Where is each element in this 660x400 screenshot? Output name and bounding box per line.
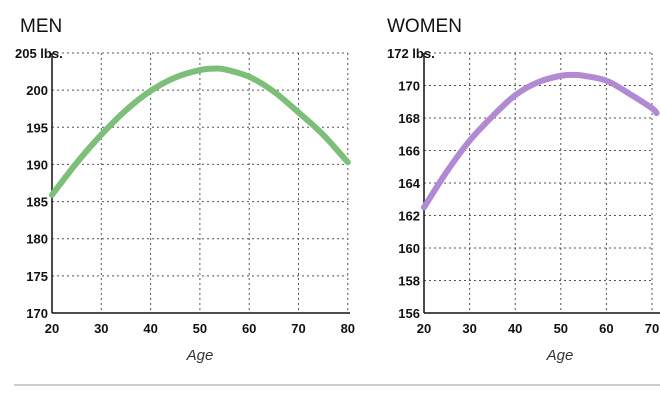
men-y-tick-label: 190	[26, 157, 48, 172]
women-y-tick-label: 170	[398, 79, 420, 94]
women-weight-curve	[421, 71, 660, 211]
women-y-tick-label: 158	[398, 274, 420, 289]
women-y-tick-label: 168	[398, 111, 420, 126]
women-y-tick-label: 160	[398, 241, 420, 256]
men-y-tick-label: 185	[26, 195, 48, 210]
women-panel: WOMEN 172 lbs. 170 168 166 164 162 160 158 15620…	[387, 16, 660, 364]
men-x-tick-label: 80	[341, 321, 355, 336]
women-y-tick-label: 166	[398, 144, 420, 159]
women-x-tick-label: 40	[508, 321, 522, 336]
women-panel-title: WOMEN	[387, 16, 462, 37]
men-x-tick-label: 40	[143, 321, 157, 336]
men-panel-title: MEN	[20, 16, 62, 37]
women-x-tick-label: 20	[417, 321, 431, 336]
men-x-tick-label: 60	[242, 321, 256, 336]
men-x-tick-label: 50	[193, 321, 207, 336]
men-y-tick-label: 205 lbs.	[15, 46, 63, 61]
men-weight-curve	[49, 65, 351, 198]
women-x-tick-label: 70	[645, 321, 659, 336]
women-y-tick-label: 156	[398, 306, 420, 321]
women-y-tick-label: 164	[398, 176, 420, 191]
men-y-tick-label: 170	[26, 306, 48, 321]
men-y-tick-label: 180	[26, 232, 48, 247]
men-series	[49, 65, 351, 198]
men-x-axis-label: Age	[186, 347, 214, 364]
men-x-tick-label: 70	[291, 321, 305, 336]
women-x-tick-label: 30	[462, 321, 476, 336]
men-gridlines	[51, 52, 350, 314]
women-series	[421, 71, 660, 211]
women-x-tick-label: 50	[554, 321, 568, 336]
men-x-tick-label: 30	[94, 321, 108, 336]
men-x-tick-label: 20	[45, 321, 59, 336]
women-x-axis-label: Age	[546, 347, 574, 364]
men-y-tick-label: 195	[26, 120, 48, 135]
women-x-tick-label: 60	[599, 321, 613, 336]
men-y-tick-label: 200	[26, 83, 48, 98]
women-y-tick-label: 172 lbs.	[387, 46, 435, 61]
women-y-tick-label: 162	[398, 209, 420, 224]
men-y-tick-label: 175	[26, 269, 48, 284]
